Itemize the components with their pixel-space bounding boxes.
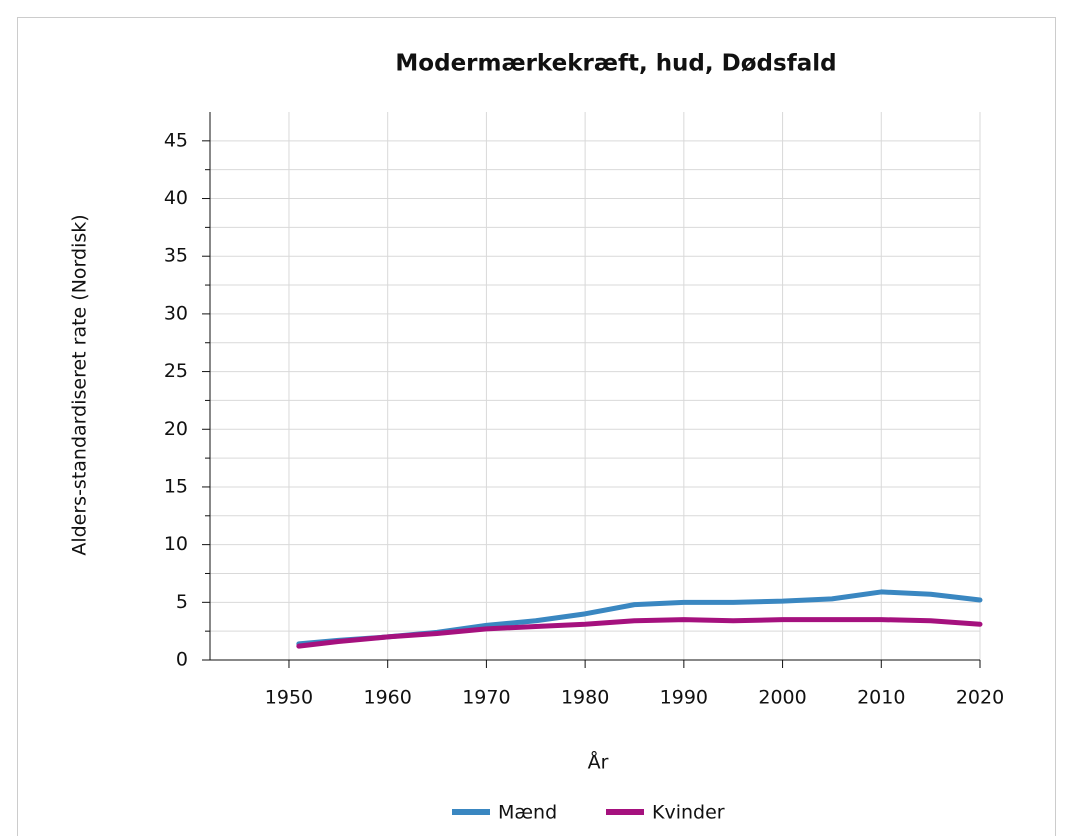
x-axis-label: År [588,751,609,774]
series-line [296,617,983,649]
x-tick-label: 2010 [857,687,905,709]
legend-swatch [606,809,644,815]
y-tick-label: 15 [164,475,188,497]
x-tick-label: 1960 [364,687,412,709]
y-tick-label: 35 [164,245,188,267]
x-tick-label: 2020 [956,687,1004,709]
legend-label: Kvinder [652,802,725,824]
y-tick-label: 0 [176,649,188,671]
y-tick-label: 25 [164,360,188,382]
card [17,17,1056,836]
x-tick-label: 1950 [265,687,313,709]
y-tick-label: 5 [176,591,188,613]
y-tick-label: 40 [164,187,188,209]
y-tick-label: 20 [164,418,188,440]
legend-label: Mænd [498,802,557,824]
x-tick-label: 1990 [660,687,708,709]
x-tick-label: 2000 [758,687,806,709]
x-tick-label: 1980 [561,687,609,709]
chart-title: Modermærkekræft, hud, Dødsfald [395,51,836,77]
y-axis-label: Alders-standardiseret rate (Nordisk) [69,214,91,555]
legend-swatch [452,809,490,815]
y-tick-label: 10 [164,533,188,555]
y-tick-label: 45 [164,129,188,151]
y-tick-label: 30 [164,302,188,324]
x-tick-label: 1970 [462,687,510,709]
